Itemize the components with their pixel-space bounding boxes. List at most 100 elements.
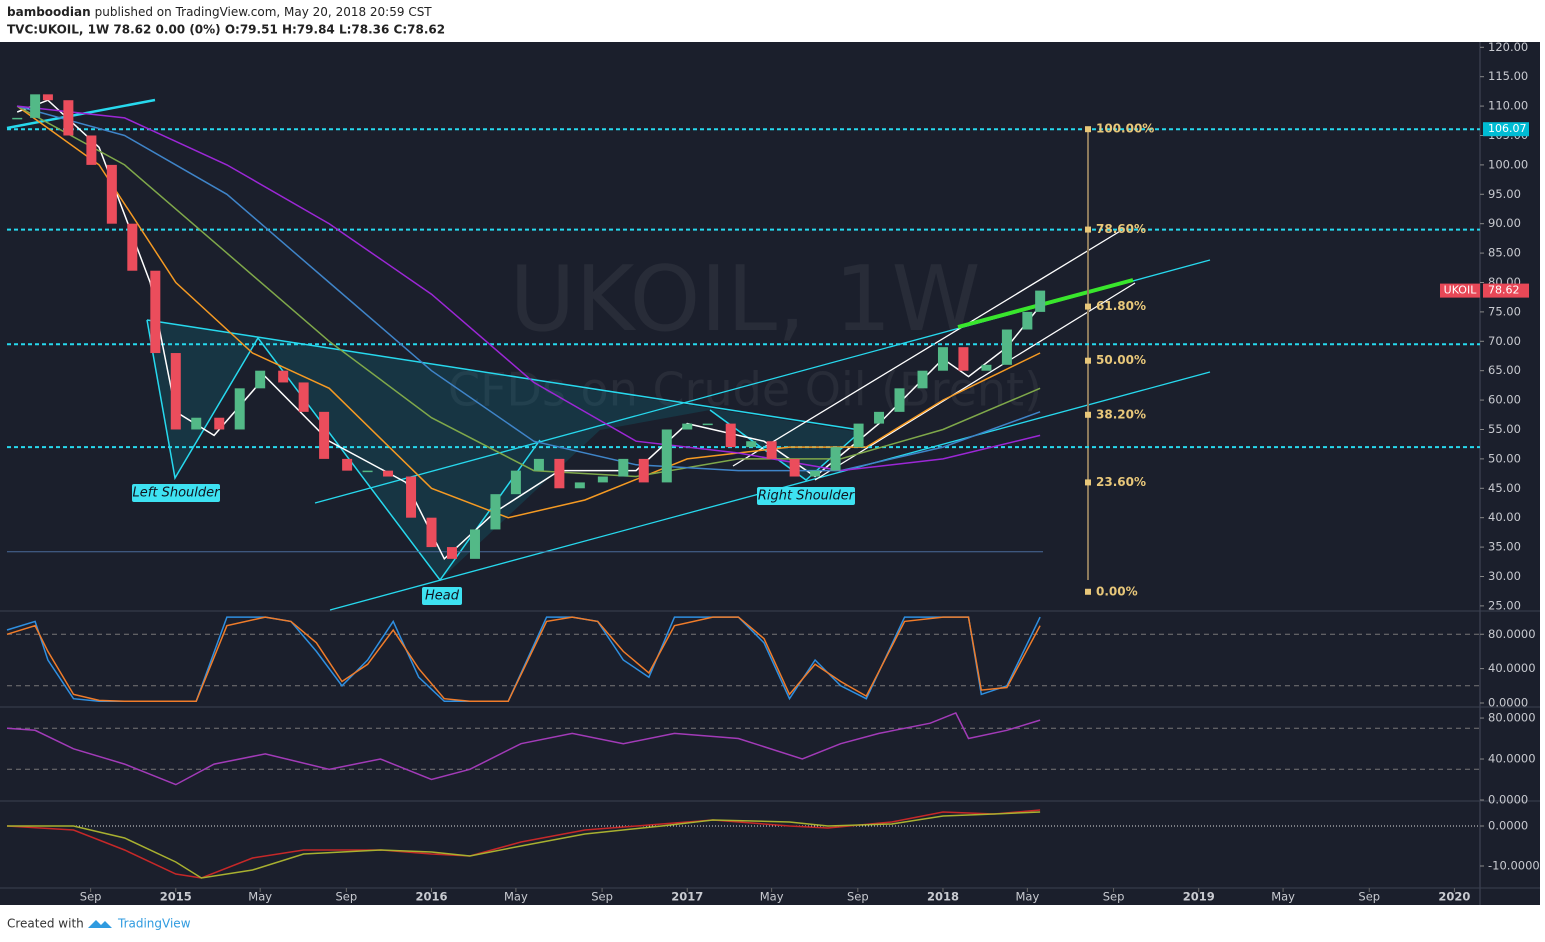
y-tick-label: 65.00 — [1488, 363, 1521, 377]
trendline — [6, 98, 156, 130]
candle — [490, 494, 501, 530]
symbol-tag-label: UKOIL — [1444, 284, 1478, 297]
candle — [278, 370, 289, 383]
x-tick-label: May — [760, 890, 784, 904]
y-tick-label: 40.0000 — [1488, 661, 1536, 675]
y-tick-label: 60.00 — [1488, 393, 1521, 407]
header-line: bamboodian published on TradingView.com, … — [7, 5, 432, 19]
annotation: Right Shoulder — [758, 489, 856, 504]
candle — [917, 370, 928, 389]
y-tick-label: 115.00 — [1488, 69, 1528, 83]
candle — [554, 458, 565, 489]
channel-line — [732, 229, 1123, 467]
y-tick-label: 0.0000 — [1488, 793, 1528, 807]
candle — [191, 417, 202, 430]
symbol-tag — [1440, 283, 1480, 298]
candle — [810, 470, 821, 477]
price-tag — [1483, 283, 1529, 298]
y-tick-label: 35.00 — [1488, 540, 1521, 554]
marks: Sep 2015 May Sep 2016 May Sep 2017 May Sep 2018 May… — [6, 40, 1540, 904]
fib-marker — [1085, 588, 1091, 595]
logo — [88, 920, 112, 928]
y-tick-label: 120.00 — [1488, 40, 1528, 54]
x-tick-label: Sep — [336, 890, 358, 904]
watermark-symbol: UKOIL, 1W — [510, 247, 981, 352]
indicator-line — [7, 811, 1041, 879]
candle — [894, 388, 905, 412]
fib-marker — [1085, 357, 1091, 364]
x-tick-label: May — [1015, 890, 1039, 904]
candle — [574, 482, 585, 489]
candle — [853, 423, 864, 448]
fib-label: 100.00% — [1096, 122, 1154, 136]
fib-marker — [1085, 411, 1091, 418]
x-tick-label: Sep — [1103, 890, 1125, 904]
candle — [597, 476, 608, 483]
fib-marker — [1085, 126, 1091, 133]
x-tick-label: May — [504, 890, 528, 904]
y-tick-label: 40.00 — [1488, 510, 1521, 524]
candle — [170, 353, 181, 430]
symbol-line: TVC:UKOIL, 1W 78.62 0.00 (0%) O:79.51 H:… — [7, 23, 445, 37]
breakout-line — [957, 278, 1134, 329]
x-tick-label: Sep — [847, 890, 869, 904]
y-tick-label: 55.00 — [1488, 422, 1521, 436]
x-tick-label: Sep — [591, 890, 613, 904]
y-tick-label: 90.00 — [1488, 216, 1521, 230]
candle — [469, 529, 480, 559]
moving-average — [17, 105, 1041, 472]
indicator-line — [6, 711, 1041, 786]
candle — [958, 347, 969, 371]
candle — [426, 517, 437, 548]
candle — [342, 458, 353, 471]
candle — [937, 347, 948, 371]
fib-label: 78.60% — [1096, 222, 1146, 236]
fib-label: 0.00% — [1096, 584, 1138, 598]
y-tick-label: 85.00 — [1488, 246, 1521, 260]
candle — [298, 382, 309, 412]
x-tick-label: 2019 — [1183, 890, 1215, 904]
candle — [234, 388, 245, 430]
annotation-box — [757, 487, 855, 505]
y-tick-label: 45.00 — [1488, 481, 1521, 495]
candle — [127, 223, 138, 271]
footer-brand[interactable]: TradingView — [117, 917, 191, 931]
x-tick-label: 2015 — [160, 890, 192, 904]
candle — [702, 423, 713, 426]
candle — [618, 458, 629, 477]
candle — [383, 470, 394, 477]
fib-marker — [1085, 479, 1091, 486]
x-tick-label: 2018 — [927, 890, 959, 904]
x-tick-label: 2017 — [671, 890, 703, 904]
hs-fill — [147, 320, 860, 580]
moving-average — [16, 105, 1041, 519]
author[interactable]: bamboodian — [7, 5, 91, 19]
candle — [406, 476, 417, 518]
candle — [1035, 290, 1046, 312]
fib-marker — [1085, 226, 1091, 233]
chart-bg — [0, 42, 1540, 905]
annotation: Head — [425, 589, 460, 604]
y-tick-label: 25.00 — [1488, 598, 1521, 612]
candle — [150, 270, 161, 354]
candle — [106, 164, 117, 224]
candle — [766, 441, 777, 459]
published: published on TradingView.com, May 20, 20… — [95, 5, 433, 19]
x-tick-label: May — [1271, 890, 1295, 904]
candle — [63, 100, 74, 136]
annotation: Left Shoulder — [133, 486, 222, 501]
candle — [533, 458, 544, 471]
candle — [789, 458, 800, 477]
candle — [214, 417, 225, 430]
neckline — [146, 319, 861, 431]
candle — [86, 135, 97, 165]
y-tick-label: 80.0000 — [1488, 627, 1536, 641]
candle — [362, 470, 373, 473]
candle — [874, 411, 885, 424]
y-tick-label: 0.0000 — [1488, 695, 1528, 709]
candle — [446, 547, 457, 559]
y-tick-label: 80.0000 — [1488, 711, 1536, 725]
price-tag-label: 106.07 — [1488, 122, 1527, 135]
indicator-line — [6, 616, 1041, 703]
